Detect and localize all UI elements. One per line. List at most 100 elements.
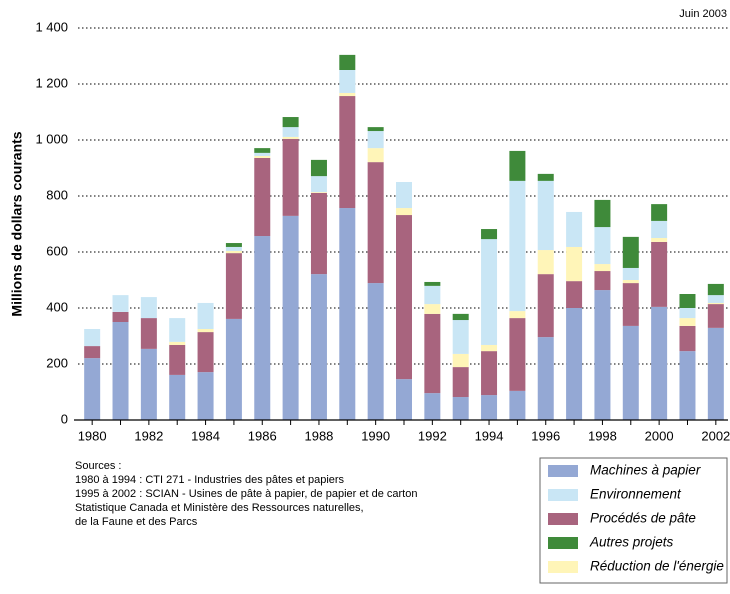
y-tick-label: 1 000	[35, 131, 68, 146]
bar-segment	[707, 295, 724, 303]
bar-segment	[310, 192, 327, 193]
x-tick-label: 1994	[475, 428, 504, 443]
bar-segment	[140, 318, 157, 349]
bar-segment	[481, 239, 498, 345]
bar-segment	[452, 397, 469, 420]
legend-swatch	[548, 489, 578, 501]
bar-segment	[424, 393, 441, 420]
bar-segment	[566, 281, 583, 308]
bar-segment	[84, 329, 101, 347]
bar-segment	[452, 367, 469, 398]
y-tick-label: 600	[46, 243, 68, 258]
y-tick-label: 800	[46, 187, 68, 202]
bar-segment	[310, 192, 327, 275]
bar-segment	[566, 211, 583, 247]
bar-segment	[367, 283, 384, 420]
bar-segment	[509, 311, 526, 319]
bar-segment	[679, 308, 696, 319]
bar-segment	[622, 283, 639, 326]
bar-segment	[169, 374, 186, 420]
legend-swatch	[548, 513, 578, 525]
bar-segment	[112, 322, 129, 420]
bar-segment	[452, 353, 469, 368]
source-note: 1980 à 1994 : CTI 271 - Industries des p…	[75, 474, 345, 486]
y-tick-label: 200	[46, 355, 68, 370]
bar-segment	[537, 250, 554, 275]
bar-segment	[367, 127, 384, 132]
bar-segment	[282, 138, 299, 216]
bar-segment	[169, 344, 186, 375]
bar-segment	[509, 318, 526, 391]
bar-segment	[537, 337, 554, 420]
bar-segment	[310, 159, 327, 177]
bar-segment	[254, 155, 271, 158]
bar-segment	[509, 150, 526, 181]
bar-segment	[225, 318, 242, 420]
bar-segment	[169, 341, 186, 345]
source-note: 1995 à 2002 : SCIAN - Usines de pâte à p…	[75, 488, 417, 500]
x-tick-label: 1988	[304, 428, 333, 443]
legend-label: Autres projets	[589, 535, 674, 550]
y-tick-label: 0	[61, 411, 68, 426]
bar-segment	[225, 250, 242, 254]
bar-segment	[481, 351, 498, 396]
bar-segment	[339, 54, 356, 70]
bar-segment	[84, 346, 101, 359]
bar-segment	[452, 313, 469, 321]
bar-segment	[594, 227, 611, 265]
bar-segment	[254, 148, 271, 153]
bar-segment	[509, 390, 526, 420]
legend-label: Machines à papier	[590, 463, 701, 478]
bar-segment	[396, 182, 412, 209]
legend-swatch	[548, 537, 578, 549]
bar-segment	[254, 152, 271, 156]
bar-segment	[679, 325, 696, 352]
bar-segment	[424, 313, 441, 394]
bar-segment	[112, 311, 129, 322]
bar-segment	[679, 318, 696, 326]
bar-segment	[707, 283, 724, 296]
bar-segment	[339, 96, 356, 209]
bar-segment	[197, 329, 214, 333]
bar-segment	[396, 208, 412, 216]
bar-segment	[225, 253, 242, 319]
x-tick-label: 1982	[134, 428, 163, 443]
legend-label: Réduction de l'énergie	[590, 559, 724, 574]
x-tick-label: 1996	[531, 428, 560, 443]
x-tick-label: 1984	[191, 428, 220, 443]
bar-segment	[452, 320, 469, 354]
bar-segment	[594, 199, 611, 228]
bar-segment	[481, 344, 498, 352]
bar-segment	[225, 246, 242, 251]
x-tick-label: 2002	[701, 428, 730, 443]
bar-segment	[197, 372, 214, 420]
x-tick-label: 1990	[361, 428, 390, 443]
source-note: Sources :	[75, 460, 121, 472]
bar-segment	[254, 236, 271, 420]
y-tick-label: 400	[46, 299, 68, 314]
bar-segment	[424, 285, 441, 305]
source-note: Statistique Canada et Ministère des Ress…	[75, 502, 364, 514]
y-tick-label: 1 400	[35, 19, 68, 34]
bar-segment	[396, 379, 412, 420]
bar-segment	[197, 332, 214, 373]
source-note: de la Faune et des Parcs	[75, 516, 198, 528]
bar-segment	[537, 274, 554, 338]
bar-segment	[310, 176, 327, 193]
bar-segment	[651, 306, 668, 420]
legend-swatch	[548, 465, 578, 477]
bar-segment	[509, 180, 526, 312]
bar-segment	[594, 264, 611, 272]
bar-segment	[707, 304, 724, 328]
bar-segment	[481, 395, 498, 420]
bar-segment	[225, 243, 242, 247]
bar-segment	[651, 204, 668, 221]
bar-segment	[140, 348, 157, 420]
bar-segment	[282, 117, 299, 128]
x-tick-label: 1992	[418, 428, 447, 443]
bar-segment	[537, 173, 554, 181]
legend-label: Procédés de pâte	[590, 511, 696, 526]
x-tick-label: 1986	[248, 428, 277, 443]
bar-segment	[651, 220, 668, 238]
